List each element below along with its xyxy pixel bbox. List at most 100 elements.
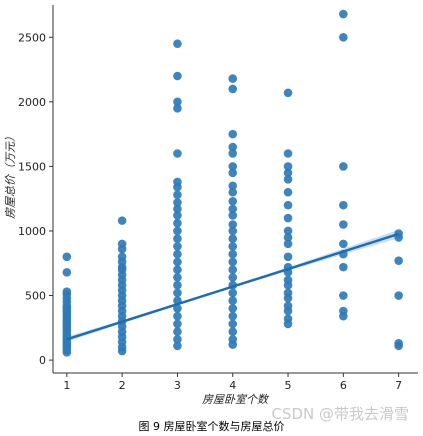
data-point <box>339 239 348 249</box>
data-point <box>339 291 348 300</box>
x-tick-label: 3 <box>174 379 181 392</box>
data-point <box>339 9 348 19</box>
data-point <box>173 311 182 321</box>
data-point <box>283 280 293 290</box>
x-axis-label: 房屋卧室个数 <box>202 393 270 406</box>
y-tick-label: 1000 <box>18 225 46 238</box>
data-point <box>173 288 182 298</box>
data-point <box>62 252 72 262</box>
data-point <box>228 304 238 313</box>
data-point <box>228 187 238 197</box>
data-point <box>394 256 403 265</box>
x-tick-label: 1 <box>63 379 70 392</box>
data-point <box>283 239 293 249</box>
data-point <box>173 319 182 329</box>
data-point <box>117 244 127 254</box>
data-point <box>173 242 182 251</box>
data-point <box>228 265 238 275</box>
data-point <box>228 234 238 244</box>
data-point <box>173 265 182 275</box>
data-point <box>228 162 238 171</box>
data-point <box>117 346 127 356</box>
data-point <box>228 257 238 267</box>
data-point <box>173 182 182 192</box>
data-point <box>173 335 182 344</box>
x-tick-label: 7 <box>395 379 402 392</box>
figure-caption: 图 9 房屋卧室个数与房屋总价 <box>138 420 285 433</box>
data-point <box>228 142 238 152</box>
data-point <box>283 200 293 210</box>
data-point <box>173 218 182 228</box>
data-point <box>173 304 182 313</box>
data-point <box>283 226 293 236</box>
data-points <box>62 9 403 357</box>
data-point <box>228 129 238 139</box>
data-point <box>339 311 348 321</box>
regression-line-stroke <box>66 232 400 341</box>
data-point <box>62 348 72 357</box>
data-point <box>173 327 182 336</box>
x-tick-label: 6 <box>340 379 347 392</box>
data-point <box>283 213 293 223</box>
axes <box>49 5 418 377</box>
data-point <box>173 226 182 236</box>
data-point <box>339 200 348 210</box>
data-point <box>173 149 182 158</box>
data-point <box>339 220 348 229</box>
data-point <box>339 262 348 272</box>
data-point <box>173 97 182 107</box>
y-tick-label: 2000 <box>18 96 46 109</box>
data-point <box>117 216 127 225</box>
data-point <box>173 103 182 113</box>
data-point <box>228 340 238 349</box>
data-point <box>173 71 182 81</box>
data-point <box>283 319 293 329</box>
y-axis-label: 房屋总价（万元） <box>4 131 17 219</box>
data-point <box>228 311 238 321</box>
y-tick-label: 2500 <box>18 31 46 44</box>
data-point <box>173 234 182 244</box>
data-point <box>228 74 238 83</box>
data-point <box>173 204 182 214</box>
data-point <box>283 88 293 98</box>
data-point <box>173 280 182 290</box>
data-point <box>283 168 293 178</box>
data-point <box>228 168 238 178</box>
data-point <box>62 267 72 277</box>
data-point <box>339 162 348 171</box>
data-point <box>283 162 293 171</box>
data-point <box>283 306 293 316</box>
data-point <box>283 149 293 158</box>
data-point <box>394 291 403 300</box>
data-point <box>228 273 238 282</box>
data-point <box>394 341 403 351</box>
data-point <box>228 196 238 206</box>
x-tick-label: 2 <box>119 379 126 392</box>
data-point <box>339 32 348 42</box>
data-point <box>228 149 238 158</box>
data-point <box>228 84 238 94</box>
data-point <box>283 233 293 242</box>
data-point <box>173 198 182 207</box>
watermark: CSDN @带我去滑雪 <box>271 405 409 423</box>
data-point <box>228 296 238 305</box>
data-point <box>228 242 238 251</box>
data-point <box>228 319 238 329</box>
x-tick-label: 4 <box>229 379 236 392</box>
data-point <box>283 187 293 197</box>
data-point <box>173 341 182 351</box>
data-point <box>173 190 182 200</box>
data-point <box>228 226 238 236</box>
data-point <box>228 211 238 220</box>
x-tick-label: 5 <box>285 379 292 392</box>
data-point <box>283 293 293 303</box>
y-tick-label: 1500 <box>18 160 46 173</box>
data-point <box>173 211 182 220</box>
data-point <box>173 257 182 267</box>
data-point <box>228 220 238 229</box>
y-tick-label: 500 <box>25 290 46 303</box>
data-point <box>228 249 238 259</box>
data-point <box>283 252 293 262</box>
data-point <box>173 39 182 49</box>
